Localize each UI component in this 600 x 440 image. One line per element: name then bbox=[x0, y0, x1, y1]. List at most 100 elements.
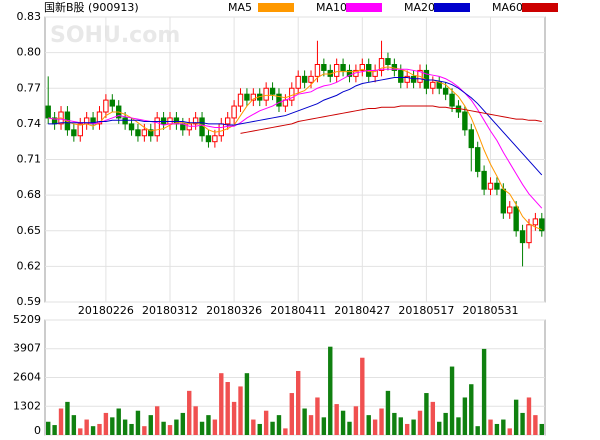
volume-bar bbox=[193, 406, 198, 435]
candle-body bbox=[487, 182, 494, 190]
volume-bar bbox=[507, 428, 512, 435]
candle-body bbox=[378, 58, 385, 71]
volume-bar bbox=[360, 357, 365, 435]
volume-bar bbox=[424, 393, 429, 435]
legend-swatch bbox=[346, 3, 382, 12]
volume-bar bbox=[494, 423, 500, 435]
candle-body bbox=[308, 75, 314, 83]
volume-bar bbox=[78, 428, 83, 435]
candle-body bbox=[532, 218, 539, 226]
volume-bar bbox=[154, 406, 160, 435]
volume-bar bbox=[97, 423, 102, 435]
x-tick-label: 20180531 bbox=[463, 304, 519, 317]
x-tick-label: 20180312 bbox=[142, 304, 198, 317]
candle-body bbox=[474, 147, 481, 172]
volume-bar bbox=[539, 423, 544, 435]
y-tick-label: 3907 bbox=[13, 342, 41, 355]
legend-label: MA5 bbox=[228, 1, 252, 14]
candle-body bbox=[244, 93, 250, 101]
volume-bar bbox=[161, 421, 166, 435]
volume-bar bbox=[174, 419, 179, 435]
candle-body bbox=[45, 105, 51, 119]
volume-bar bbox=[315, 397, 320, 435]
volume-bar bbox=[308, 415, 314, 435]
candle-body bbox=[276, 93, 282, 107]
volume-bar bbox=[167, 425, 173, 435]
volume-bar bbox=[513, 399, 519, 435]
volume-bar bbox=[385, 390, 391, 435]
volume-bar bbox=[212, 419, 218, 435]
candle-body bbox=[494, 182, 500, 190]
volume-bar bbox=[321, 417, 327, 435]
volume-bar bbox=[469, 384, 474, 435]
candle-body bbox=[404, 75, 410, 83]
candle-body bbox=[192, 117, 199, 125]
legend-label: MA20 bbox=[404, 1, 435, 14]
y-tick-label: 0.74 bbox=[17, 117, 42, 130]
candle-body bbox=[250, 93, 257, 101]
volume-bar bbox=[199, 421, 205, 435]
candle-body bbox=[526, 224, 532, 244]
candle-body bbox=[103, 99, 109, 113]
candle-body bbox=[237, 93, 244, 107]
watermark: SOHU.com bbox=[50, 23, 180, 48]
candle-body bbox=[135, 129, 141, 137]
candle-body bbox=[77, 123, 83, 137]
volume-bar bbox=[289, 393, 294, 435]
volume-bar bbox=[129, 423, 134, 435]
volume-bar bbox=[244, 373, 250, 435]
volume-bar bbox=[417, 410, 423, 435]
volume-bar bbox=[296, 370, 301, 435]
volume-bar bbox=[443, 412, 448, 435]
y-tick-label: 0 bbox=[34, 424, 41, 437]
candle-body bbox=[321, 64, 327, 71]
candle-body bbox=[160, 117, 167, 125]
volume-bar bbox=[116, 408, 121, 435]
volume-bar bbox=[302, 408, 307, 435]
volume-bar bbox=[238, 386, 243, 435]
candle-body bbox=[333, 64, 340, 77]
chart-title: 国新B股 (900913) bbox=[44, 0, 139, 14]
volume-bar bbox=[347, 421, 352, 435]
volume-bar bbox=[334, 404, 339, 435]
candle-body bbox=[205, 135, 212, 143]
candle-body bbox=[314, 64, 321, 77]
candle-body bbox=[218, 123, 224, 137]
candle-body bbox=[468, 129, 474, 149]
volume-bar bbox=[340, 410, 346, 435]
candle-body bbox=[122, 117, 128, 125]
x-tick-label: 20180427 bbox=[334, 304, 390, 317]
candle-body bbox=[346, 69, 353, 77]
candle-body bbox=[148, 129, 154, 137]
volume-bar bbox=[328, 346, 333, 435]
volume-bar bbox=[437, 421, 442, 435]
candle-body bbox=[96, 111, 103, 125]
candle-body bbox=[519, 230, 526, 244]
volume-bar bbox=[283, 428, 288, 435]
y-tick-label: 0.83 bbox=[17, 10, 42, 23]
legend-swatch bbox=[434, 3, 470, 12]
candle-body bbox=[410, 75, 417, 83]
candle-body bbox=[301, 75, 308, 83]
volume-bar bbox=[206, 415, 211, 435]
volume-bar bbox=[270, 421, 275, 435]
volume-bar bbox=[84, 419, 89, 435]
candle-body bbox=[269, 87, 276, 95]
y-tick-label: 0.59 bbox=[17, 295, 42, 308]
candle-body bbox=[442, 87, 449, 95]
volume-bar bbox=[430, 401, 436, 435]
volume-bar bbox=[379, 408, 384, 435]
volume-bar bbox=[122, 419, 128, 435]
x-tick-label: 20180226 bbox=[78, 304, 134, 317]
candle-body bbox=[513, 206, 519, 232]
legend-label: MA60 bbox=[492, 1, 523, 14]
candle-body bbox=[141, 129, 148, 137]
candle-body bbox=[224, 117, 231, 125]
candle-body bbox=[128, 123, 135, 131]
volume-bar bbox=[71, 415, 77, 435]
y-tick-label: 1302 bbox=[13, 399, 41, 412]
volume-bar bbox=[142, 426, 147, 435]
volume-bar bbox=[501, 419, 506, 435]
candle-body bbox=[398, 69, 404, 83]
volume-bar bbox=[475, 426, 480, 435]
